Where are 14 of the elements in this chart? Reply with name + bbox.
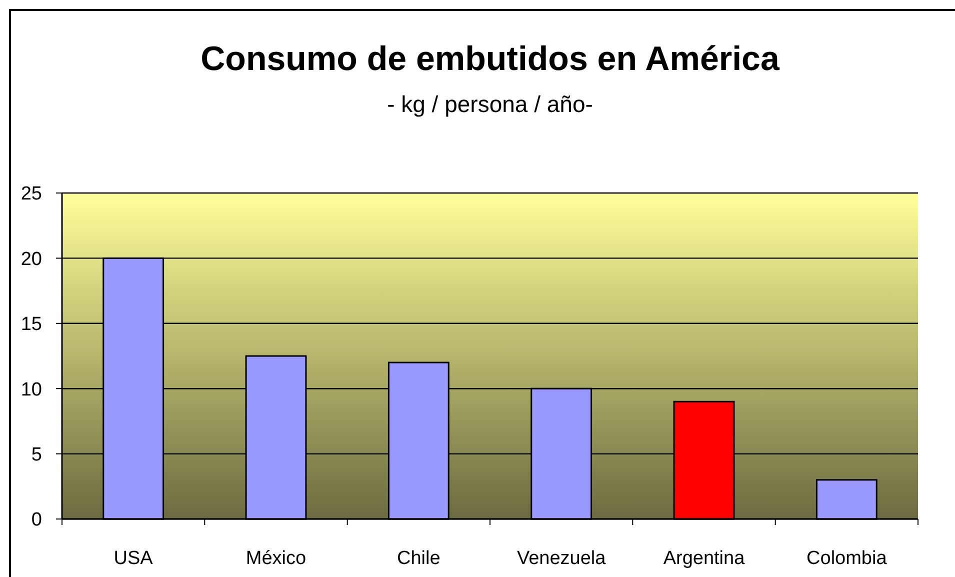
x-tick-label: Chile [397,548,440,569]
x-tick-label: México [246,548,306,569]
chart-title: Consumo de embutidos en América [200,40,780,78]
y-tick-label: 5 [31,444,42,466]
x-tick-label: Argentina [663,548,746,569]
x-tick-label: Colombia [806,548,888,569]
y-tick-label: 10 [20,379,42,400]
y-tick-label: 25 [20,184,42,205]
chart-subtitle: - kg / persona / año- [387,91,593,117]
y-tick-label: 0 [31,510,42,531]
y-tick-label: 15 [20,314,42,336]
x-tick-label: Venezuela [516,548,606,569]
y-tick-label: 20 [20,248,42,270]
x-tick-label: USA [114,548,154,569]
